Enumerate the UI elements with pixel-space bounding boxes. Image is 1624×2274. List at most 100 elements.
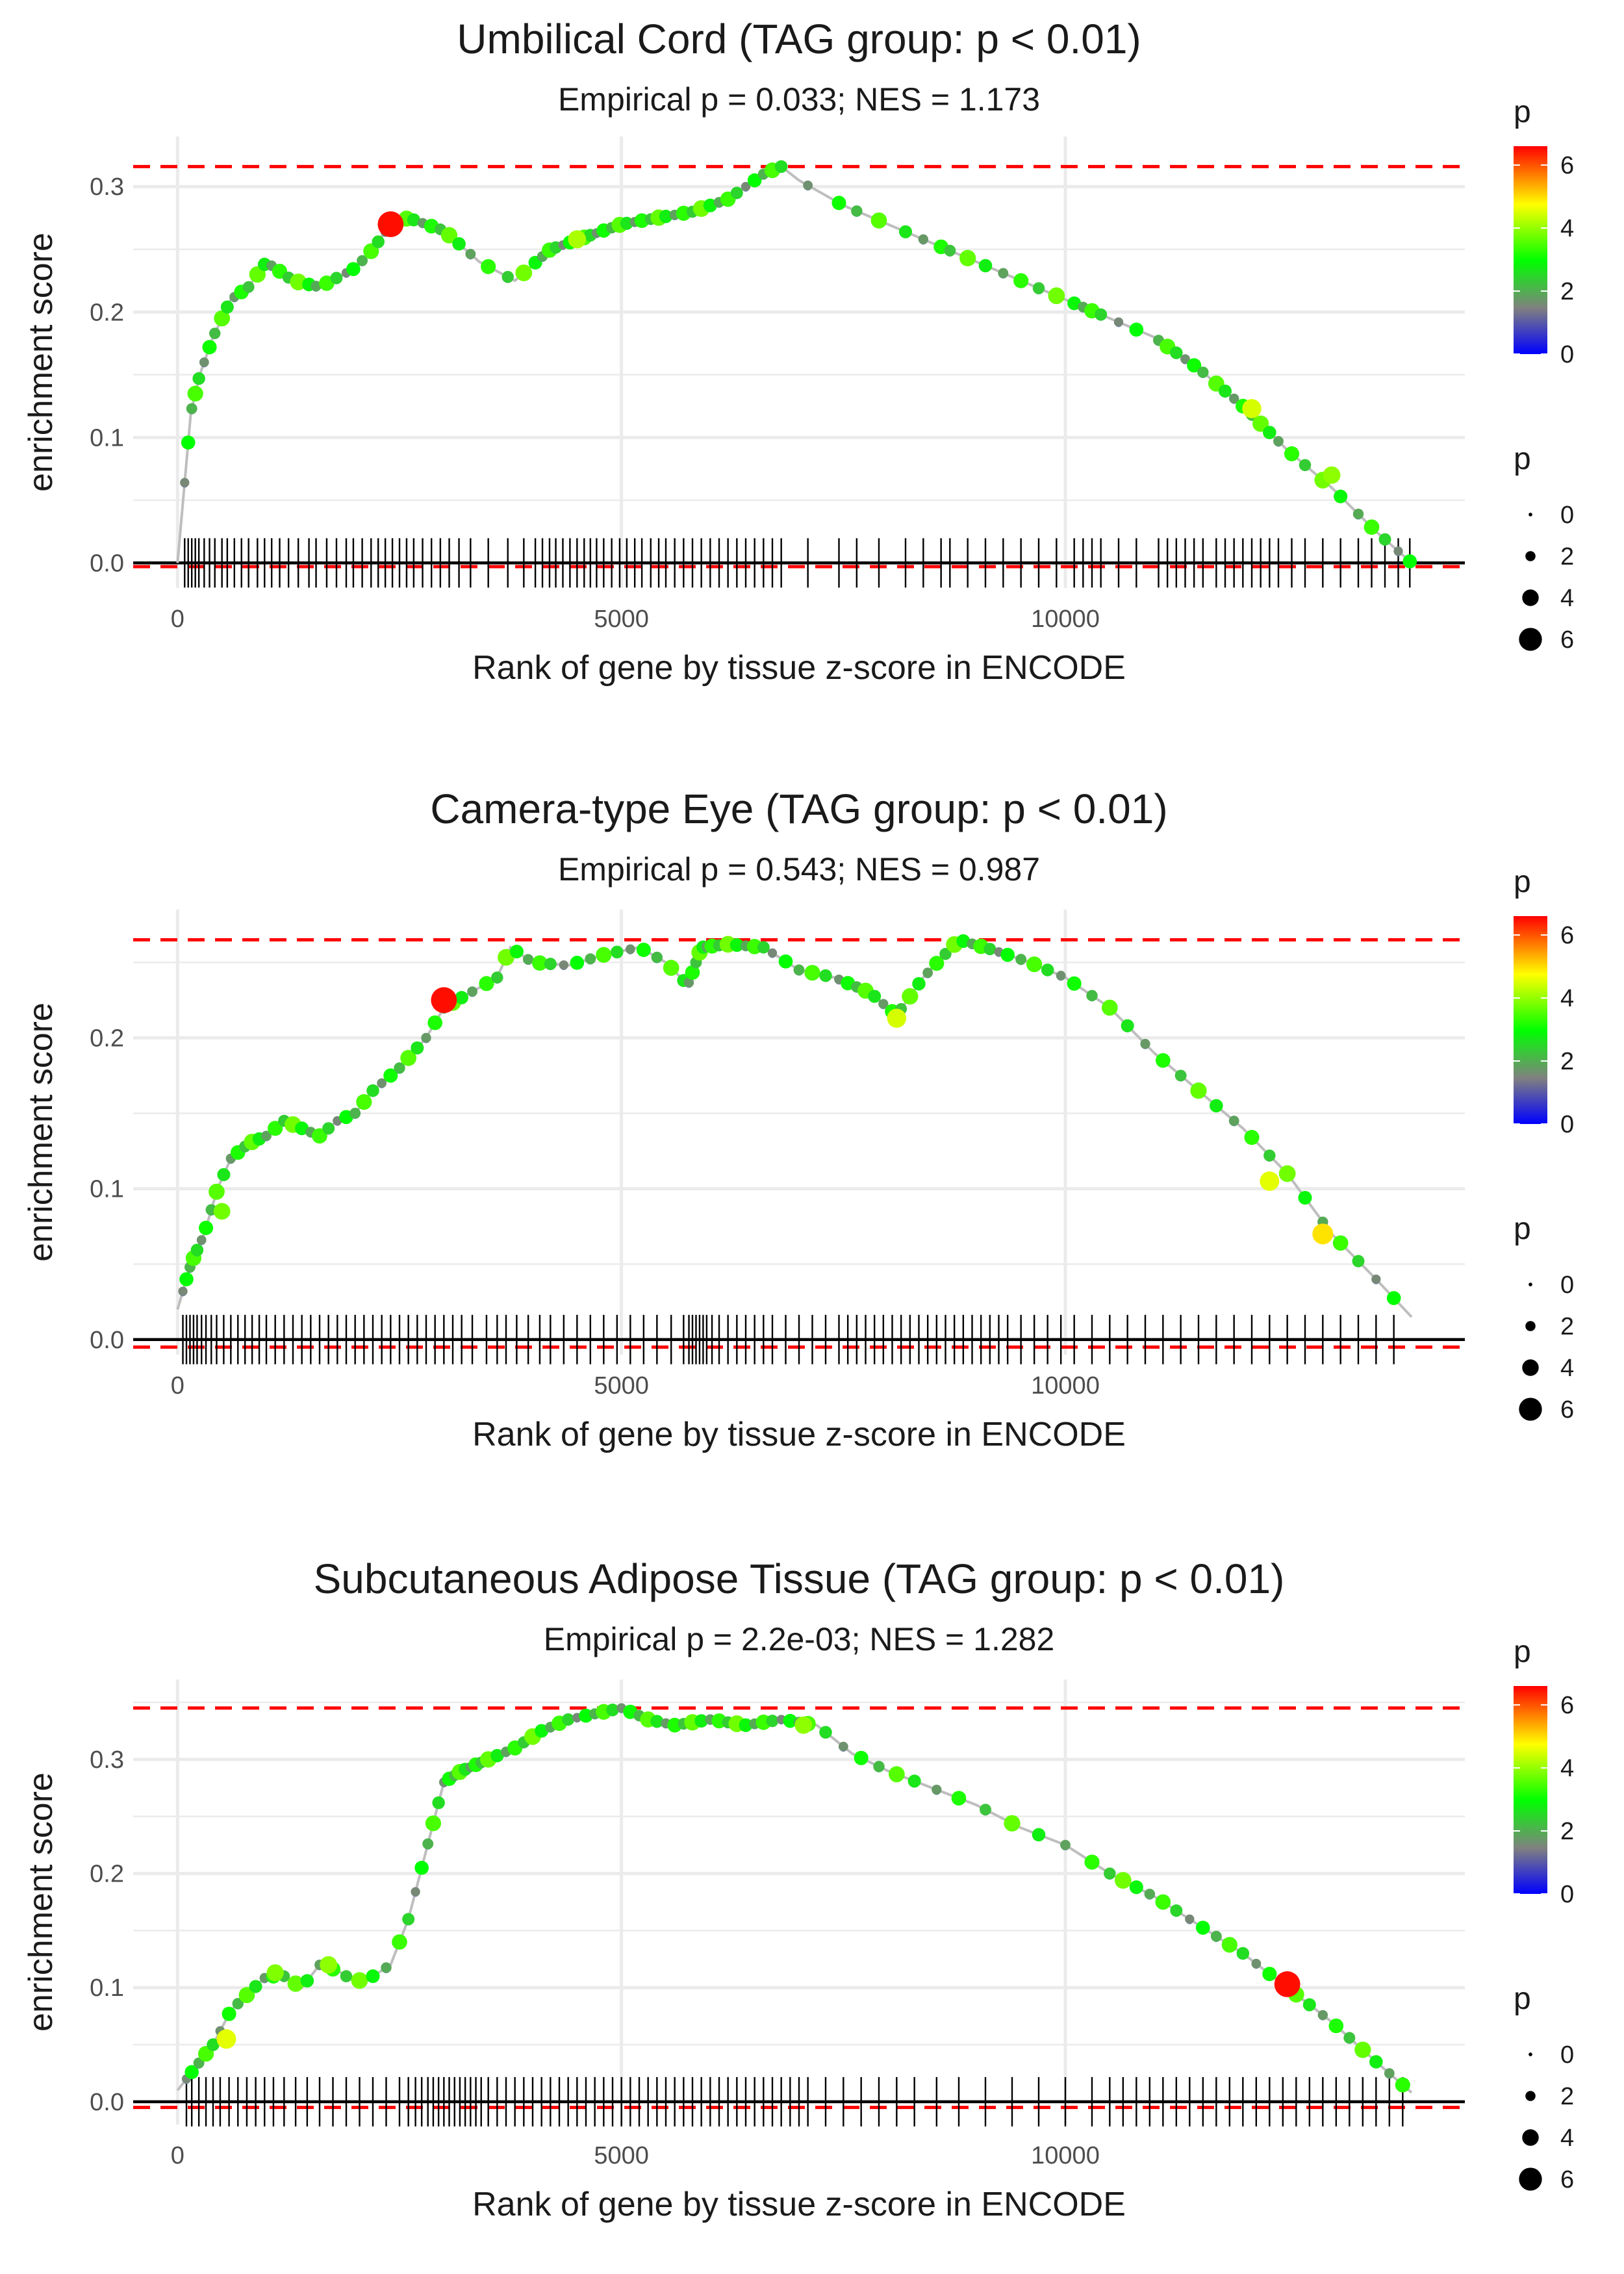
size-legend-dot (1522, 2129, 1539, 2146)
x-tick-label: 10000 (1031, 606, 1100, 633)
es-point (819, 969, 832, 982)
es-highlight-point (320, 1956, 338, 1974)
chart-panel-1: Umbilical Cord (TAG group: p < 0.01) Empi… (22, 16, 1574, 687)
es-point (1026, 956, 1043, 973)
es-point (349, 1108, 361, 1119)
es-point (1228, 393, 1239, 404)
es-point (490, 1748, 504, 1763)
es-highlight-point (431, 987, 457, 1014)
es-point (766, 1715, 779, 1728)
es-point (427, 1015, 442, 1030)
es-point (1190, 1082, 1207, 1099)
es-line (176, 1706, 1413, 2094)
es-point (411, 1887, 420, 1897)
es-point (1352, 508, 1364, 520)
x-axis-label: Rank of gene by tissue z-score in ENCODE (472, 649, 1126, 687)
es-point (1284, 446, 1300, 462)
es-point (184, 2065, 199, 2080)
es-highlight-point (1260, 1171, 1280, 1191)
es-point (346, 262, 361, 276)
es-point (1228, 1116, 1239, 1127)
es-point (207, 2038, 220, 2051)
es-point (838, 1741, 848, 1752)
es-point (1000, 947, 1015, 962)
chart-subtitle: Empirical p = 0.033; NES = 1.173 (558, 81, 1040, 118)
size-legend-dot (1522, 589, 1539, 606)
es-point (515, 264, 533, 281)
es-point (1332, 1235, 1349, 1251)
es-point (918, 234, 929, 244)
es-point (1369, 2055, 1383, 2069)
es-point (596, 947, 612, 963)
es-point (1067, 296, 1082, 311)
size-legend-dot (1525, 2091, 1536, 2101)
es-point (1129, 1880, 1143, 1895)
y-tick-label: 0.0 (90, 1327, 124, 1354)
es-point (1402, 554, 1417, 568)
color-legend-label: 2 (1560, 278, 1574, 305)
es-point (730, 186, 743, 199)
es-point (888, 1766, 905, 1783)
es-point (651, 951, 663, 964)
es-point (1170, 346, 1183, 359)
es-point (939, 947, 952, 960)
es-point (831, 196, 846, 211)
es-point (730, 938, 744, 952)
size-legend-dot (1529, 2052, 1532, 2056)
es-point (1278, 1165, 1296, 1182)
es-points (181, 1703, 1410, 2093)
es-highlight-point (568, 230, 587, 249)
es-point (238, 1987, 255, 2004)
es-point (1180, 354, 1190, 364)
es-point (741, 182, 751, 192)
es-point (1121, 1019, 1134, 1032)
size-legend-label: 6 (1560, 2166, 1574, 2193)
es-point (998, 268, 1009, 279)
es-point (907, 1774, 921, 1788)
es-point (922, 967, 933, 978)
color-legend-title: p (1514, 95, 1531, 129)
size-legend-title: p (1514, 442, 1531, 476)
es-point (199, 357, 209, 367)
x-tick-label: 5000 (594, 1372, 649, 1399)
color-legend-label: 2 (1560, 1048, 1574, 1075)
es-point (222, 2006, 236, 2021)
es-point (585, 953, 596, 965)
es-point (440, 227, 458, 244)
es-point (562, 1713, 575, 1726)
es-highlight-point (1242, 399, 1262, 418)
es-point (912, 977, 926, 991)
x-tick-label: 10000 (1031, 2142, 1100, 2169)
es-point (873, 1761, 885, 1772)
es-point (659, 209, 673, 224)
es-point (1364, 519, 1380, 535)
es-point (1328, 2018, 1344, 2034)
es-point (868, 990, 882, 1003)
es-point (1393, 546, 1403, 556)
color-legend-label: 4 (1560, 215, 1574, 242)
y-tick-label: 0.1 (90, 1974, 124, 2002)
color-legend-title: p (1514, 865, 1531, 899)
es-point (1174, 1069, 1187, 1082)
es-point (179, 1272, 194, 1286)
es-highlight-point (216, 2029, 236, 2049)
es-point (1032, 1828, 1046, 1842)
chart-panel-2: Camera-type Eye (TAG group: p < 0.01) Emp… (22, 786, 1574, 1453)
es-point (1371, 1274, 1381, 1284)
y-tick-label: 0.3 (90, 1746, 124, 1774)
es-point (232, 1998, 244, 2010)
color-legend-label: 6 (1560, 152, 1574, 179)
es-point (1060, 1839, 1071, 1850)
chart-title: Subcutaneous Adipose Tissue (TAG group: … (314, 1555, 1285, 1602)
es-point (1395, 2077, 1410, 2093)
es-point (944, 244, 956, 257)
es-point (330, 272, 343, 285)
x-tick-label: 5000 (594, 2142, 649, 2169)
es-point (249, 1980, 262, 1993)
es-point (1144, 1889, 1156, 1900)
es-point (1263, 1149, 1276, 1162)
es-point (929, 956, 945, 971)
es-point (854, 1750, 869, 1765)
es-point (383, 1068, 398, 1083)
es-point (1095, 308, 1108, 321)
